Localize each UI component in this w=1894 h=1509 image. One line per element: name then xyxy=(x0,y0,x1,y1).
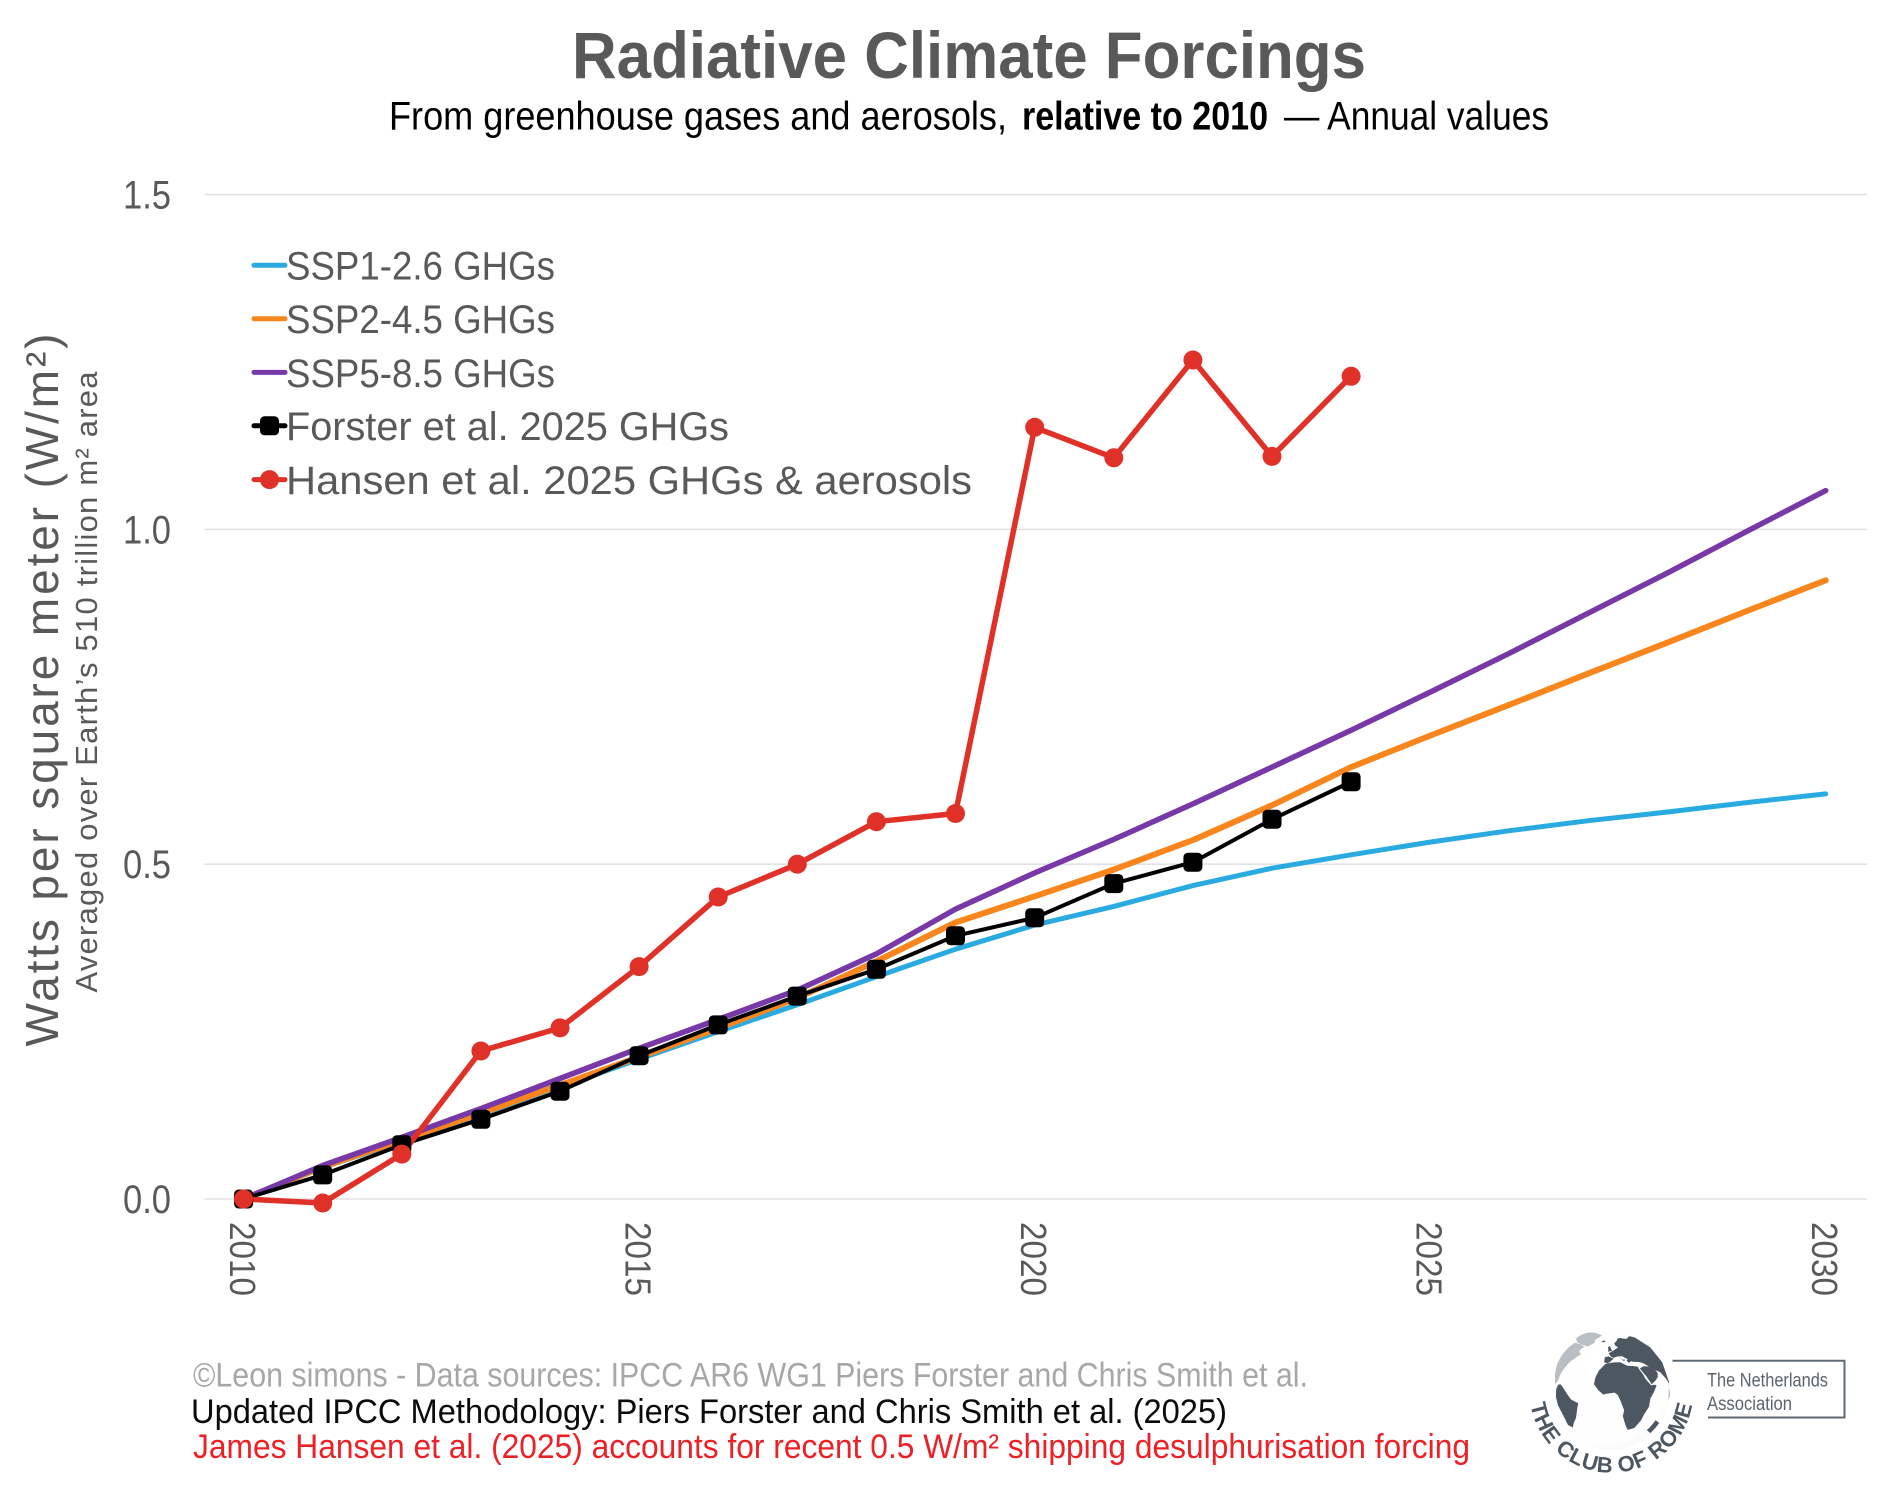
svg-text:2015: 2015 xyxy=(617,1222,658,1296)
svg-text:Averaged over Earth’s 510 tril: Averaged over Earth’s 510 trillion m² ar… xyxy=(69,371,104,993)
svg-text:2030: 2030 xyxy=(1804,1222,1845,1296)
svg-text:Forster et al. 2025 GHGs: Forster et al. 2025 GHGs xyxy=(286,405,729,449)
svg-text:From greenhouse gases and aero: From greenhouse gases and aerosols, xyxy=(389,95,1007,139)
svg-text:2020: 2020 xyxy=(1013,1222,1054,1296)
svg-text:1.0: 1.0 xyxy=(123,508,171,552)
svg-text:Watts per square meter (W/m²): Watts per square meter (W/m²) xyxy=(16,334,68,1047)
svg-text:James Hansen et al. (2025) acc: James Hansen et al. (2025) accounts for … xyxy=(193,1428,1470,1466)
svg-text:1.5: 1.5 xyxy=(123,174,171,218)
svg-text:relative to 2010: relative to 2010 xyxy=(1022,95,1268,139)
svg-text:Updated IPCC Methodology: Pier: Updated IPCC Methodology: Piers Forster … xyxy=(191,1393,1227,1431)
svg-text:2010: 2010 xyxy=(222,1222,263,1296)
svg-text:The Netherlands: The Netherlands xyxy=(1707,1370,1828,1392)
svg-text:— Annual values: — Annual values xyxy=(1284,95,1549,139)
svg-text:Radiative Climate Forcings: Radiative Climate Forcings xyxy=(572,18,1366,92)
svg-text:SSP1-2.6 GHGs: SSP1-2.6 GHGs xyxy=(286,245,555,289)
svg-text:SSP5-8.5 GHGs: SSP5-8.5 GHGs xyxy=(286,352,555,396)
svg-text:Association: Association xyxy=(1707,1393,1792,1415)
svg-text:SSP2-4.5 GHGs: SSP2-4.5 GHGs xyxy=(286,298,555,342)
svg-text:0.5: 0.5 xyxy=(123,843,171,887)
svg-text:Hansen et al. 2025 GHGs & aero: Hansen et al. 2025 GHGs & aerosols xyxy=(286,459,972,503)
svg-text:2025: 2025 xyxy=(1409,1222,1450,1296)
svg-text:©Leon simons - Data sources: I: ©Leon simons - Data sources: IPCC AR6 WG… xyxy=(193,1357,1308,1395)
svg-text:0.0: 0.0 xyxy=(123,1178,171,1222)
